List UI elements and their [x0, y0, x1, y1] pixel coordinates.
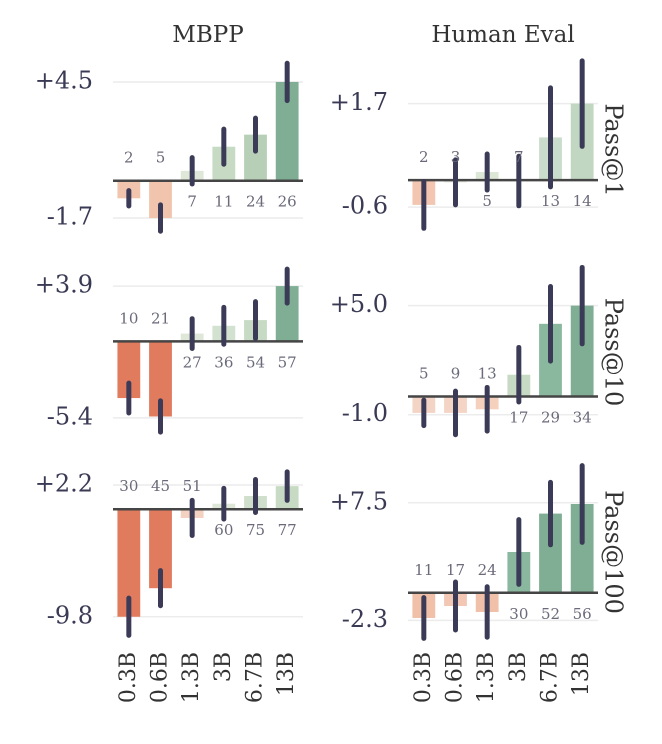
count-label: 5	[156, 149, 166, 167]
x-tick-label: 3B	[211, 652, 236, 682]
count-label: 30	[509, 605, 528, 623]
count-label: 29	[541, 409, 560, 427]
x-tick-label: 1.3B	[474, 652, 499, 703]
bar	[570, 305, 594, 397]
bar	[275, 81, 299, 181]
x-tick-label: 13B	[569, 652, 594, 696]
x-tick-label: 6.7B	[243, 652, 268, 703]
count-label: 24	[478, 561, 497, 579]
count-label: 26	[278, 193, 297, 211]
count-label: 60	[214, 521, 233, 539]
count-label: 2	[124, 149, 134, 167]
y-tick-label: -5.4	[47, 402, 93, 430]
count-label: 7	[514, 148, 524, 166]
count-label: 56	[573, 605, 592, 623]
x-tick-label: 6.7B	[538, 652, 563, 703]
count-label: 51	[183, 477, 202, 495]
count-label: 34	[573, 409, 592, 427]
panel-title: MBPP	[172, 22, 243, 48]
y-tick-label: -2.3	[342, 605, 388, 633]
bar	[149, 341, 172, 417]
count-label: 2	[419, 148, 429, 166]
x-tick-label: 0.3B	[116, 652, 141, 703]
count-label: 11	[414, 561, 433, 579]
x-tick-label: 3B	[506, 652, 531, 682]
x-tick-label: 0.6B	[148, 652, 173, 703]
bar	[117, 341, 141, 399]
facet-label: Pass@10	[600, 298, 628, 407]
count-label: 14	[573, 192, 592, 210]
count-label: 7	[187, 193, 197, 211]
x-tick-label: 1.3B	[179, 652, 204, 703]
count-label: 10	[119, 309, 138, 327]
count-label: 30	[119, 477, 138, 495]
count-label: 45	[151, 477, 170, 495]
bar	[117, 509, 141, 617]
bar	[275, 286, 299, 342]
bar	[149, 180, 172, 219]
count-label: 77	[278, 521, 297, 539]
count-label: 5	[419, 365, 429, 383]
count-label: 5	[482, 192, 492, 210]
bar	[539, 513, 562, 593]
count-label: 11	[214, 193, 233, 211]
x-tick-label: 13B	[274, 652, 299, 696]
x-tick-label: 0.3B	[411, 652, 436, 703]
y-tick-label: -9.8	[47, 601, 93, 629]
count-label: 52	[541, 605, 560, 623]
x-tick-label: 0.6B	[443, 652, 468, 703]
y-tick-label: +5.0	[330, 290, 388, 318]
bar	[149, 509, 172, 589]
y-tick-label: +1.7	[330, 88, 388, 116]
panel-title: Human Eval	[431, 22, 574, 48]
y-tick-label: +4.5	[35, 66, 93, 94]
y-tick-label: -0.6	[342, 192, 388, 220]
bar	[570, 504, 594, 593]
count-label: 17	[509, 409, 528, 427]
count-label: 75	[246, 521, 265, 539]
y-tick-label: -1.7	[47, 203, 93, 231]
count-label: 24	[246, 193, 265, 211]
y-tick-label: +3.9	[35, 271, 93, 299]
count-label: 36	[214, 353, 233, 371]
y-tick-label: +2.2	[35, 470, 93, 498]
bar	[244, 134, 267, 181]
y-tick-label: -1.0	[342, 399, 388, 427]
count-label: 21	[151, 309, 170, 327]
facet-label: Pass@100	[600, 490, 628, 614]
count-label: 13	[478, 365, 497, 383]
count-label: 13	[541, 192, 560, 210]
facet-label: Pass@1	[600, 103, 628, 196]
count-label: 54	[246, 353, 265, 371]
count-label: 27	[183, 353, 202, 371]
count-label: 3	[451, 148, 461, 166]
count-label: 57	[278, 353, 297, 371]
count-label: 17	[446, 561, 465, 579]
y-tick-label: +7.5	[330, 487, 388, 515]
count-label: 9	[451, 365, 461, 383]
